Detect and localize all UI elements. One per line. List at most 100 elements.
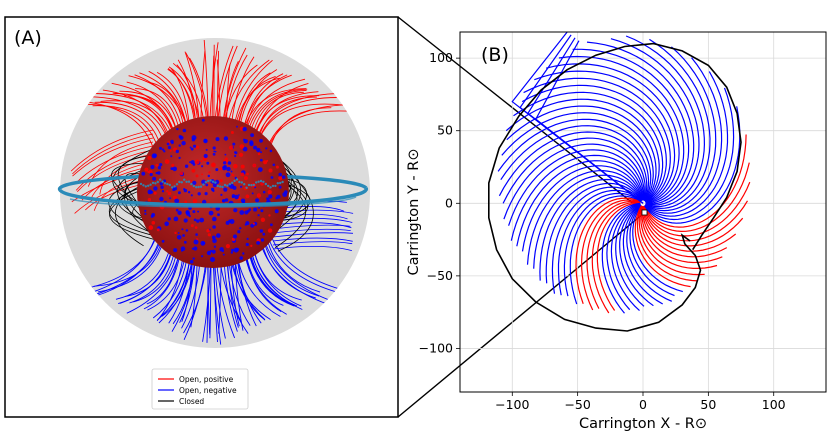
magnetogram-spot bbox=[147, 155, 152, 160]
field-line-positive bbox=[641, 206, 728, 258]
field-line-positive bbox=[111, 82, 175, 133]
magnetogram-spot bbox=[210, 257, 215, 262]
field-line-negative bbox=[506, 105, 657, 202]
field-line-negative bbox=[237, 257, 281, 317]
magnetogram-spot bbox=[257, 167, 263, 173]
magnetogram-spot bbox=[224, 153, 227, 156]
field-line-negative bbox=[632, 205, 683, 293]
current-sheet-point bbox=[221, 185, 224, 189]
field-line-closed bbox=[109, 185, 164, 243]
field-line-negative bbox=[143, 254, 181, 310]
x-tick-label: 100 bbox=[762, 397, 786, 412]
field-line-negative bbox=[264, 241, 333, 302]
current-sheet-point bbox=[151, 181, 155, 185]
magnetogram-spot bbox=[164, 159, 170, 165]
magnetogram-spot bbox=[201, 173, 204, 176]
field-line-negative bbox=[629, 204, 675, 297]
magnetogram-spot bbox=[255, 198, 260, 203]
magnetogram-spot bbox=[191, 135, 197, 141]
current-sheet-point bbox=[216, 184, 219, 188]
magnetogram-spot bbox=[151, 221, 156, 225]
magnetogram-spot bbox=[192, 257, 195, 260]
magnetogram-spot bbox=[167, 217, 171, 221]
current-sheet-point bbox=[171, 186, 174, 189]
field-line-positive bbox=[636, 205, 699, 282]
current-sheet-point bbox=[257, 180, 260, 183]
field-line-negative bbox=[272, 237, 353, 242]
field-line-positive bbox=[148, 70, 188, 127]
current-sheet-point bbox=[187, 180, 191, 183]
magnetogram-spot bbox=[181, 249, 183, 252]
field-line-negative bbox=[236, 258, 262, 324]
field-line-negative bbox=[644, 46, 717, 212]
magnetogram-spot bbox=[231, 237, 236, 242]
current-sheet-point bbox=[195, 186, 198, 189]
magnetogram-spot bbox=[233, 163, 238, 169]
field-line-negative bbox=[622, 204, 664, 305]
field-line-positive bbox=[591, 201, 641, 314]
magnetogram-spot bbox=[278, 176, 283, 181]
magnetogram-spot bbox=[252, 163, 257, 168]
magnetogram-spot bbox=[235, 247, 239, 252]
magnetogram-spot bbox=[214, 150, 217, 153]
magnetogram-spot bbox=[170, 155, 173, 158]
field-line-negative bbox=[505, 98, 660, 202]
field-line-negative bbox=[156, 255, 184, 322]
field-line-negative bbox=[244, 254, 287, 315]
magnetogram-spot bbox=[196, 219, 200, 223]
field-line-positive bbox=[640, 205, 718, 269]
field-line-negative bbox=[161, 259, 194, 317]
magnetogram-spot bbox=[206, 250, 212, 256]
magnetogram-spot bbox=[207, 233, 211, 237]
magnetogram-spot bbox=[166, 190, 169, 193]
field-line-positive bbox=[267, 104, 352, 146]
magnetogram-spot bbox=[144, 212, 147, 215]
magnetogram-spot bbox=[278, 172, 283, 177]
field-line-negative bbox=[503, 143, 645, 220]
magnetogram-spot bbox=[234, 154, 237, 158]
field-line-negative bbox=[533, 174, 643, 269]
field-line-negative bbox=[526, 169, 643, 265]
current-sheet-point bbox=[159, 178, 162, 181]
magnetogram-spot bbox=[216, 233, 221, 238]
magnetogram-spot bbox=[173, 195, 177, 200]
magnetogram-spot bbox=[167, 145, 171, 150]
magnetogram-spot bbox=[268, 214, 271, 217]
legend-label-negative: Open, negative bbox=[179, 386, 237, 395]
field-line-negative bbox=[216, 261, 236, 339]
field-line-negative bbox=[267, 237, 343, 295]
magnetogram-spot bbox=[239, 227, 242, 230]
magnetogram-spot bbox=[262, 232, 266, 236]
magnetogram-spot bbox=[231, 248, 234, 252]
field-line-negative bbox=[545, 182, 642, 284]
current-sheet-point bbox=[281, 180, 284, 184]
magnetogram-spot bbox=[184, 200, 188, 204]
field-line-negative bbox=[644, 57, 723, 214]
field-line-negative bbox=[619, 203, 654, 307]
magnetogram-spot bbox=[266, 197, 269, 200]
field-line-negative bbox=[516, 160, 644, 247]
field-line-negative bbox=[539, 178, 643, 281]
field-line-negative bbox=[245, 254, 284, 306]
field-line-positive bbox=[77, 153, 154, 192]
current-sheet-point bbox=[235, 178, 239, 181]
field-line-positive bbox=[100, 100, 170, 137]
magnetogram-spot bbox=[181, 228, 184, 231]
field-line-negative bbox=[249, 252, 295, 306]
magnetogram-spot bbox=[208, 210, 214, 216]
field-line-negative bbox=[261, 243, 316, 299]
magnetogram-spot bbox=[173, 216, 179, 222]
magnetogram-spot bbox=[232, 185, 237, 190]
y-axis-label: Carrington Y - R⊙ bbox=[406, 149, 422, 276]
field-line-positive bbox=[189, 57, 209, 123]
magnetogram-spot bbox=[175, 149, 179, 154]
magnetogram-spot bbox=[237, 230, 241, 234]
field-line-negative bbox=[521, 84, 667, 203]
magnetogram-spot bbox=[151, 153, 157, 159]
field-line-positive bbox=[128, 75, 188, 127]
magnetogram-spot bbox=[160, 185, 164, 189]
magnetogram-spot bbox=[270, 223, 273, 227]
field-line-positive bbox=[167, 67, 196, 125]
magnetogram-spot bbox=[183, 218, 188, 223]
